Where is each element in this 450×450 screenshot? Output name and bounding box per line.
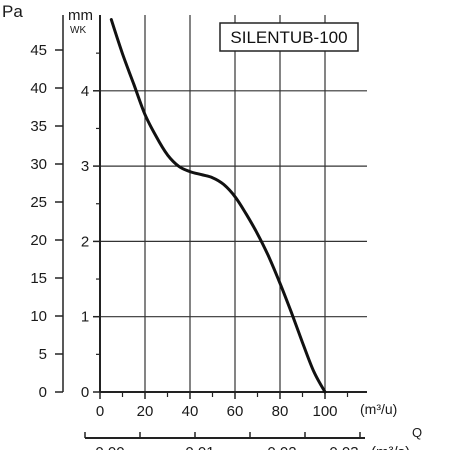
secondary-axis-unit: (m³/s): [371, 444, 410, 450]
y-tick-label-pa: 45: [30, 42, 47, 59]
model-label-box: [219, 22, 359, 52]
secondary-flow-axis: 0.00 0.01 0.02 0.03 (m³/s): [84, 432, 410, 450]
grid-lines: [100, 15, 367, 392]
x-tick-label: 40: [182, 403, 199, 420]
x-tick-label: 80: [272, 403, 289, 420]
y-axis-label-right-wk: WK: [70, 25, 86, 36]
x-tick-label: 0: [96, 403, 104, 420]
x-axis-unit-label: (m³/u): [360, 401, 397, 417]
secondary-tick-label: 0.00: [95, 444, 124, 450]
secondary-tick-label: 0.03: [329, 444, 358, 450]
tick-marks: [55, 15, 349, 399]
y2-tick-label-mmwk: 0: [81, 384, 89, 401]
model-label: SILENTUB-100: [230, 28, 347, 47]
y-tick-label-pa: 35: [30, 118, 47, 135]
y-tick-label-pa: 10: [30, 308, 47, 325]
x-tick-label: 100: [312, 403, 337, 420]
fan-curve-line: [109, 18, 327, 394]
y-axis-label-left: Pa: [2, 2, 23, 21]
y2-tick-label-mmwk: 4: [81, 83, 89, 100]
y-tick-label-pa: 30: [30, 156, 47, 173]
x-tick-label: 20: [137, 403, 154, 420]
y2-tick-label-mmwk: 2: [81, 233, 89, 250]
y2-tick-label-mmwk: 1: [81, 309, 89, 326]
x-tick-label: 60: [227, 403, 244, 420]
y-tick-label-pa: 25: [30, 194, 47, 211]
y-tick-label-pa: 15: [30, 270, 47, 287]
y-tick-label-pa: 5: [39, 346, 47, 363]
y-axis-label-right-mm: mm: [68, 7, 93, 24]
y-tick-label-pa: 40: [30, 80, 47, 97]
y-tick-label-pa: 20: [30, 232, 47, 249]
x-axis-symbol-q: Q: [412, 425, 422, 440]
secondary-tick-label: 0.01: [185, 444, 214, 450]
secondary-tick-label: 0.02: [267, 444, 296, 450]
y2-tick-label-mmwk: 3: [81, 158, 89, 175]
axes: [99, 15, 367, 393]
y-tick-label-pa: 0: [39, 384, 47, 401]
